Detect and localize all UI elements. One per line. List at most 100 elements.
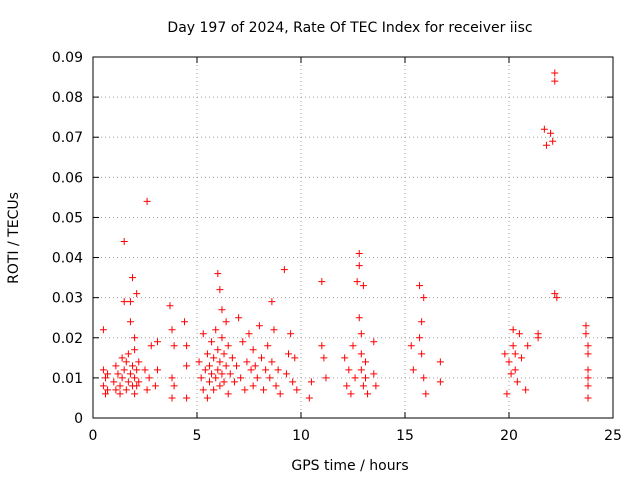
data-point-plus <box>168 374 176 382</box>
plot-frame <box>92 56 614 419</box>
data-point-plus <box>143 386 151 394</box>
data-point-plus <box>126 370 134 378</box>
data-point-plus <box>216 382 224 390</box>
data-point-plus <box>584 374 592 382</box>
data-point-plus <box>370 370 378 378</box>
data-point-plus <box>243 358 251 366</box>
data-point-plus <box>505 358 513 366</box>
data-point-plus <box>517 354 525 362</box>
data-point-plus <box>257 354 265 362</box>
data-point-plus <box>222 362 230 370</box>
data-point-plus <box>153 338 161 346</box>
data-point-plus <box>285 350 293 358</box>
data-point-plus <box>343 382 351 390</box>
data-point-plus <box>145 374 153 382</box>
data-point-plus <box>370 338 378 346</box>
data-point-plus <box>131 334 139 342</box>
data-point-plus <box>131 374 139 382</box>
data-point-plus <box>129 274 137 282</box>
data-point-plus <box>268 358 276 366</box>
data-point-plus <box>361 374 369 382</box>
data-point-plus <box>409 366 417 374</box>
data-point-plus <box>237 374 245 382</box>
data-point-plus <box>542 141 550 149</box>
data-point-plus <box>584 394 592 402</box>
data-point-plus <box>522 386 530 394</box>
data-point-plus <box>168 394 176 402</box>
data-point-plus <box>122 358 130 366</box>
data-point-plus <box>218 334 226 342</box>
data-point-plus <box>199 386 207 394</box>
data-point-plus <box>305 394 313 402</box>
data-point-plus <box>153 366 161 374</box>
x-tick-label: 0 <box>89 428 98 444</box>
data-point-plus <box>355 250 363 258</box>
data-point-plus <box>214 366 222 374</box>
data-point-plus <box>422 390 430 398</box>
data-point-plus <box>112 362 120 370</box>
data-point-plus <box>287 330 295 338</box>
y-tick-label: 0.03 <box>52 291 83 307</box>
y-tick-label: 0.02 <box>52 331 83 347</box>
data-point-plus <box>266 374 274 382</box>
data-point-plus <box>289 378 297 386</box>
data-point-plus <box>120 238 128 246</box>
data-point-plus <box>534 334 542 342</box>
y-tick-label: 0.08 <box>52 90 83 106</box>
data-point-plus <box>151 382 159 390</box>
data-point-plus <box>104 386 112 394</box>
data-point-plus <box>359 282 367 290</box>
data-point-plus <box>264 342 272 350</box>
data-point-plus <box>216 358 224 366</box>
data-point-plus <box>553 294 561 302</box>
data-point-plus <box>249 382 257 390</box>
y-tick-label: 0.01 <box>52 371 83 387</box>
data-point-plus <box>513 378 521 386</box>
data-point-plus <box>131 390 139 398</box>
data-point-plus <box>551 77 559 85</box>
data-point-plus <box>293 386 301 394</box>
data-point-plus <box>183 362 191 370</box>
data-point-plus <box>418 350 426 358</box>
data-point-plus <box>420 374 428 382</box>
data-point-plus <box>208 370 216 378</box>
y-tick-label: 0.09 <box>52 50 83 66</box>
data-point-plus <box>203 350 211 358</box>
data-point-plus <box>212 374 220 382</box>
data-point-plus <box>147 342 155 350</box>
data-point-plus <box>307 378 315 386</box>
data-point-plus <box>99 366 107 374</box>
data-point-plus <box>416 334 424 342</box>
data-point-plus <box>418 318 426 326</box>
data-point-plus <box>205 362 213 370</box>
data-point-plus <box>135 358 143 366</box>
data-point-plus <box>253 374 261 382</box>
data-point-plus <box>260 386 268 394</box>
data-point-plus <box>233 362 241 370</box>
grid-lines <box>93 57 613 418</box>
data-point-plus <box>118 354 126 362</box>
data-point-plus <box>515 330 523 338</box>
data-point-plus <box>255 322 263 330</box>
x-axis-label: GPS time / hours <box>291 458 408 474</box>
data-point-plus <box>212 326 220 334</box>
data-point-plus <box>168 326 176 334</box>
data-point-plus <box>268 298 276 306</box>
data-point-plus <box>416 282 424 290</box>
data-point-plus <box>124 378 132 386</box>
data-points <box>99 69 592 402</box>
data-point-plus <box>199 330 207 338</box>
data-point-plus <box>245 330 253 338</box>
data-point-plus <box>133 290 141 298</box>
data-point-plus <box>274 366 282 374</box>
data-point-plus <box>129 362 137 370</box>
data-point-plus <box>584 382 592 390</box>
data-point-plus <box>228 354 236 362</box>
data-point-plus <box>584 342 592 350</box>
data-point-plus <box>210 386 218 394</box>
data-point-plus <box>511 366 519 374</box>
data-point-plus <box>318 342 326 350</box>
data-point-plus <box>347 390 355 398</box>
data-point-plus <box>503 390 511 398</box>
data-point-plus <box>203 394 211 402</box>
